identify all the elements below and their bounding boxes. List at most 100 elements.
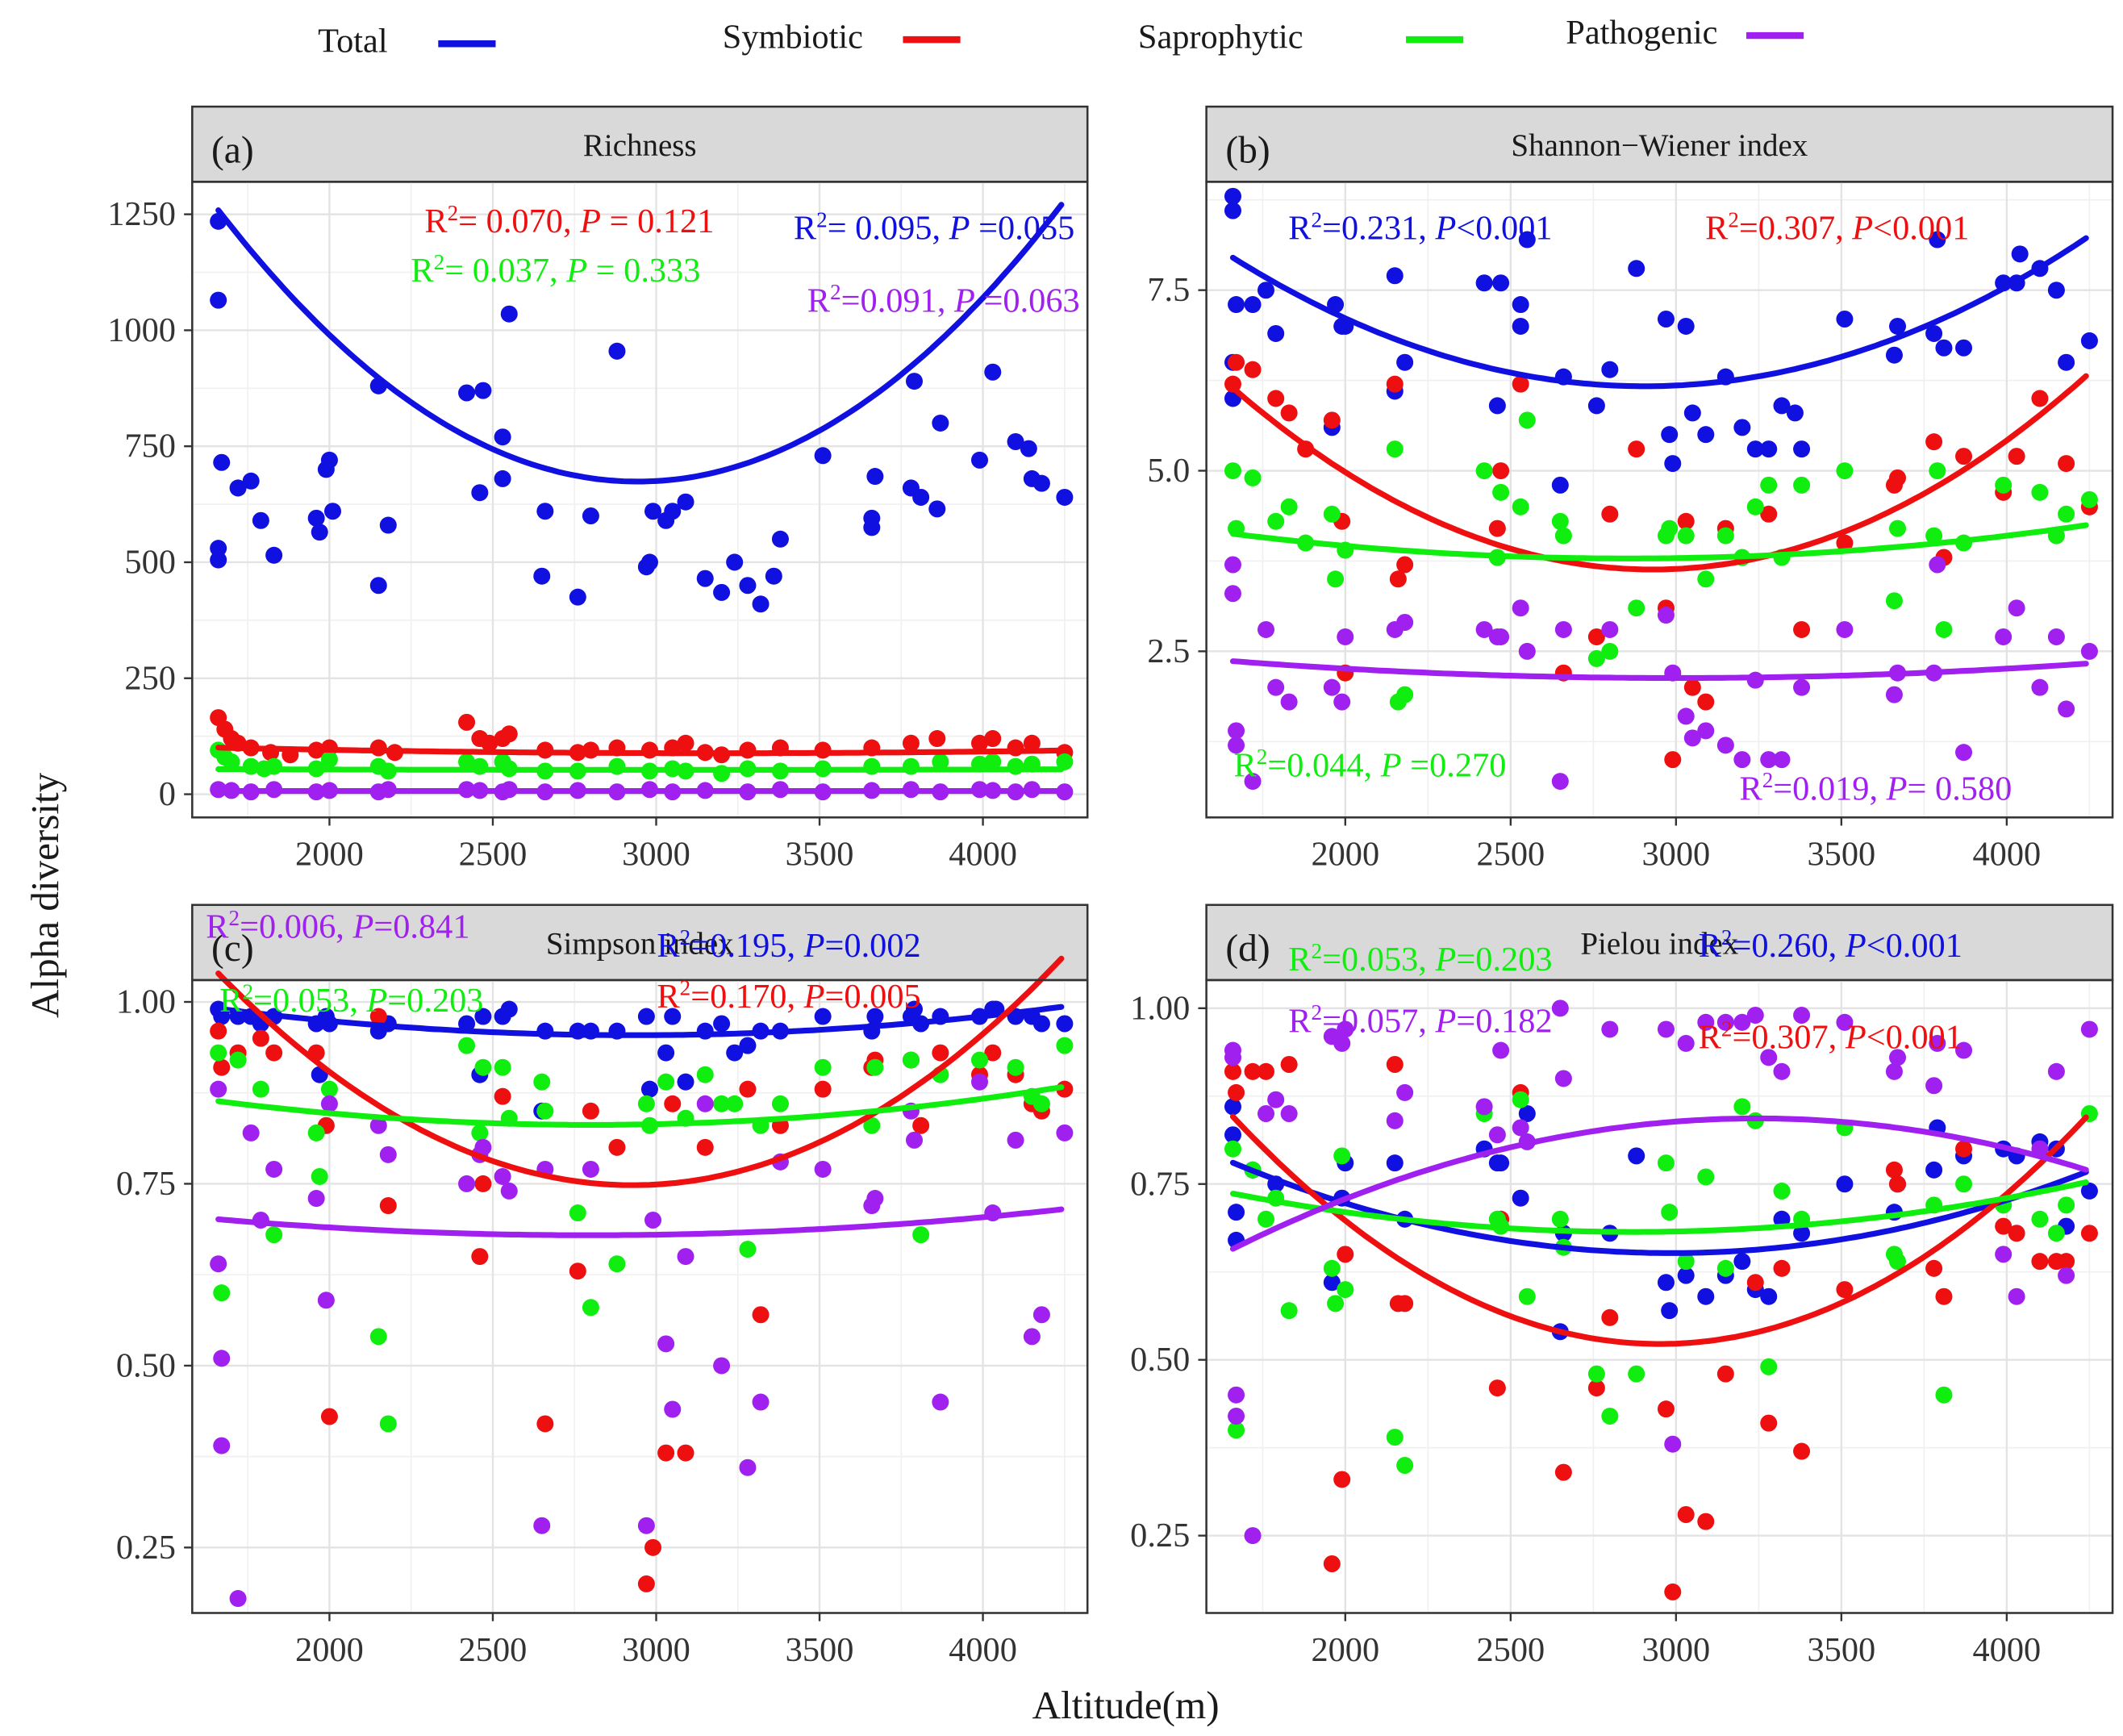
data-point [1628,260,1645,278]
data-point [265,546,283,564]
data-point [664,1008,682,1025]
data-point [1257,1104,1275,1123]
data-point [494,469,511,487]
x-tick-label: 2000 [1311,836,1379,874]
data-point [1697,722,1715,740]
data-point [1657,310,1675,328]
data-point [1224,1062,1241,1080]
stat-part: 2 [1312,1000,1323,1024]
fit-curve-0 [215,1004,1065,1038]
stat-annotation-1: R2= 0.095, P =0.055 [794,207,1074,247]
data-point [1257,1062,1275,1080]
x-tick-label: 2500 [1476,836,1545,874]
data-point [2031,1210,2049,1228]
data-point [932,414,949,432]
stat-part: <0.001 [1456,210,1552,248]
data-point [2058,1253,2075,1271]
data-point [726,1095,744,1112]
data-point [536,503,554,520]
data-point [1677,1505,1695,1523]
data-point [664,1400,682,1418]
data-point [644,1538,662,1556]
data-point [1554,1070,1572,1087]
data-point [1224,556,1241,574]
data-point [229,1590,247,1608]
data-point [1697,426,1715,444]
data-point [2008,448,2025,465]
data-point [458,1175,476,1192]
data-point [739,1241,757,1258]
data-point [814,1058,832,1076]
data-point [657,1444,675,1462]
data-point [1925,1259,1943,1277]
data-point [1760,751,1778,769]
data-point [536,1415,554,1433]
y-tick-label: 500 [124,544,176,582]
data-point [1267,678,1285,696]
data-point [320,1095,338,1112]
stat-part: R [1705,210,1729,248]
data-point [2031,1253,2049,1271]
data-point [2058,1267,2075,1284]
data-point [1475,620,1493,638]
data-point [1885,592,1903,610]
data-point [1323,1554,1341,1573]
data-point [1518,411,1536,429]
stat-part: P [1435,210,1457,248]
data-point [970,451,989,469]
data-point [1224,187,1241,205]
plot-area [1206,182,2113,818]
data-point [1889,1253,1907,1271]
data-point [1488,520,1506,537]
point-series-0 [210,1000,1074,1120]
stat-part: R [411,252,434,290]
data-point [739,1458,757,1476]
x-tick-label: 3500 [1807,1631,1875,1669]
data-point [213,1437,231,1454]
fit-curve-1 [215,955,1065,1188]
stat-part: =0.307, [1739,210,1852,248]
stat-part: P [565,252,587,290]
data-point [1333,1034,1351,1052]
data-point [1551,476,1569,494]
stat-part: =0.307, [1732,1019,1845,1057]
data-point [1551,512,1569,530]
data-point [1386,1429,1404,1446]
data-point [494,1167,511,1185]
data-point [1244,1527,1262,1545]
data-point [252,1080,269,1098]
fit-curve-0 [1229,1159,2089,1256]
data-point [213,453,231,471]
data-point [1601,1020,1619,1038]
data-point [1889,1175,1907,1193]
data-point [1512,317,1529,335]
data-point [1492,462,1510,480]
data-point [500,725,518,743]
data-point [1056,783,1074,801]
data-point [713,583,731,601]
data-point [1733,419,1751,436]
panel-title: Shannon−Wiener index [1511,128,1808,163]
point-series-1 [1224,353,2098,769]
x-tick-label: 3500 [786,836,854,874]
stat-part: R [1699,1019,1722,1057]
stat-part: P [1851,210,1873,248]
data-point [1628,1147,1645,1165]
data-point [1280,1104,1298,1123]
data-point [1512,599,1529,617]
data-point [984,1044,1002,1062]
data-point [1955,448,1973,465]
data-point [2058,505,2075,523]
stat-part: R [219,982,243,1020]
y-tick-label: 0.50 [116,1346,176,1384]
data-point [1661,426,1679,444]
data-point [1746,440,1764,458]
data-point [1396,613,1414,632]
stat-part: =0.063 [975,282,1080,319]
data-point [229,479,247,497]
data-point [1836,310,1854,328]
data-point [533,1073,551,1091]
data-point [932,1393,949,1411]
data-point [1925,1161,1943,1179]
data-point [210,540,227,557]
